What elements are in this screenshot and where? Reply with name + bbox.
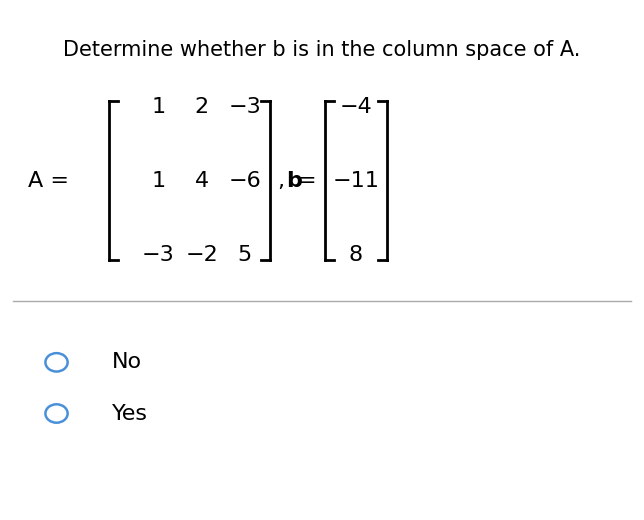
Text: ,: , — [277, 171, 284, 191]
Text: =: = — [298, 171, 316, 191]
Text: 4: 4 — [194, 171, 209, 191]
Text: 8: 8 — [349, 245, 363, 265]
Text: 5: 5 — [238, 245, 252, 265]
Text: Yes: Yes — [112, 404, 148, 423]
Text: −11: −11 — [332, 171, 379, 191]
Text: Determine whether b is in the column space of A.: Determine whether b is in the column spa… — [63, 40, 581, 60]
Text: A =: A = — [28, 171, 69, 191]
Text: −4: −4 — [339, 97, 372, 116]
Text: 1: 1 — [151, 97, 166, 116]
Text: 1: 1 — [151, 171, 166, 191]
Text: b: b — [287, 171, 302, 191]
Text: No: No — [112, 353, 142, 372]
Text: −2: −2 — [185, 245, 218, 265]
Text: −3: −3 — [142, 245, 175, 265]
Text: −3: −3 — [229, 97, 261, 116]
Text: −6: −6 — [229, 171, 261, 191]
Text: 2: 2 — [194, 97, 209, 116]
